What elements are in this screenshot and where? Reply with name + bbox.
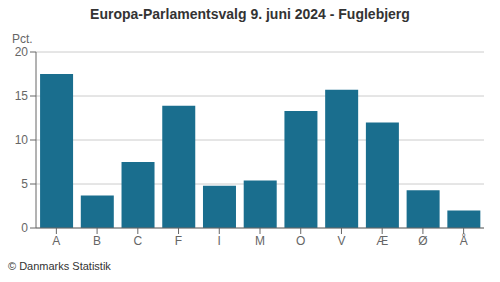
svg-text:Å: Å (460, 233, 468, 248)
svg-text:A: A (52, 234, 60, 248)
svg-text:0: 0 (21, 221, 28, 235)
svg-text:15: 15 (15, 89, 29, 103)
svg-text:V: V (337, 234, 345, 248)
svg-text:Ø: Ø (418, 234, 427, 248)
html-text:Pct.: Pct. (12, 32, 33, 46)
svg-text:Æ: Æ (376, 234, 388, 248)
svg-text:10: 10 (15, 133, 29, 147)
svg-text:C: C (133, 234, 142, 248)
svg-text:O: O (296, 234, 305, 248)
svg-text:B: B (93, 234, 101, 248)
svg-text:20: 20 (15, 45, 29, 59)
svg-text:M: M (255, 234, 265, 248)
html-text:© Danmarks Statistik: © Danmarks Statistik (8, 260, 111, 272)
html-text:Europa-Parlamentsvalg 9. juni: Europa-Parlamentsvalg 9. juni 2024 - Fug… (90, 6, 410, 22)
svg-text:F: F (175, 234, 182, 248)
svg-text:5: 5 (21, 177, 28, 191)
svg-text:I: I (218, 234, 221, 248)
